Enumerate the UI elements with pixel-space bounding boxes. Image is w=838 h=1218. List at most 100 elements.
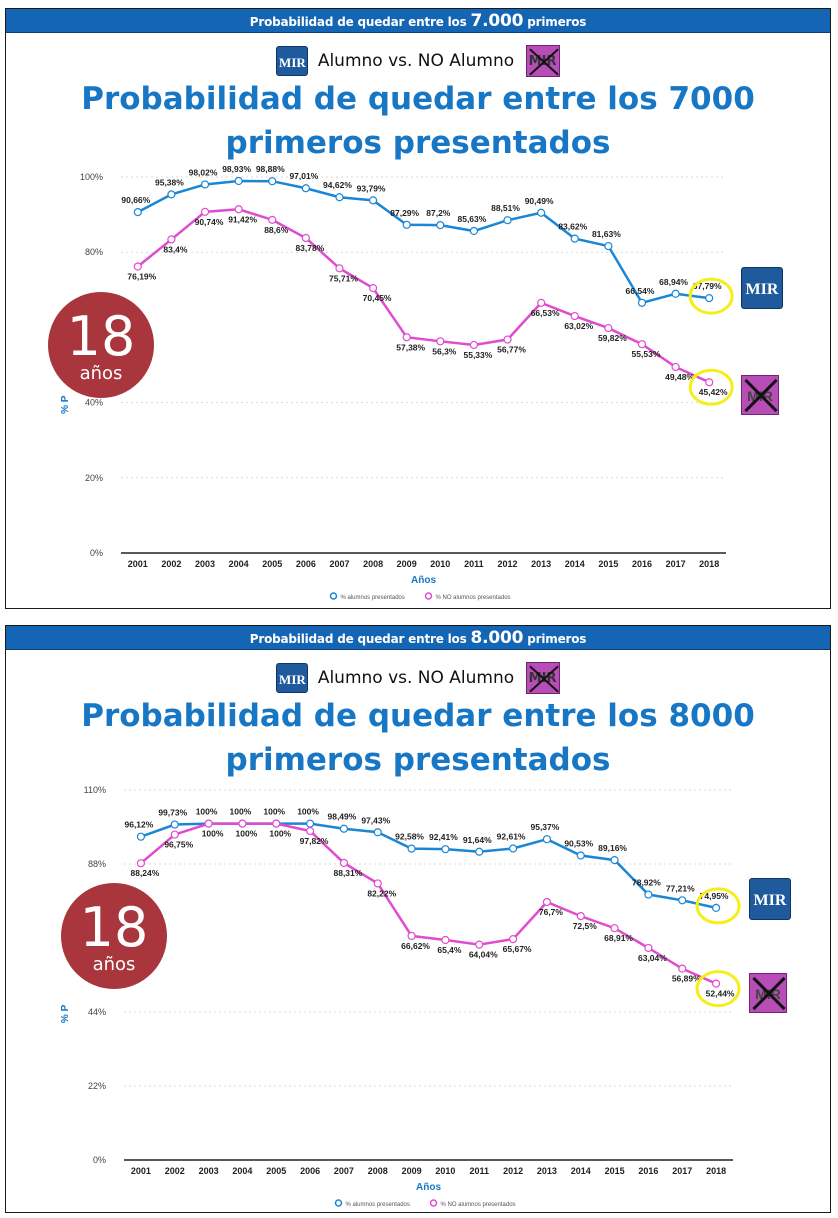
header-number: 8.000 xyxy=(470,628,524,648)
x-axis-label: Años xyxy=(411,575,436,586)
data-label: 91,42% xyxy=(228,214,257,224)
data-point xyxy=(335,264,344,273)
data-label: 45,42% xyxy=(699,387,728,397)
y-tick-label: 20% xyxy=(85,473,103,483)
data-label: 92,58% xyxy=(395,832,424,842)
data-point xyxy=(339,858,349,868)
header-suffix: primeros xyxy=(527,632,587,646)
highlight-circle xyxy=(688,277,734,315)
data-label: 87,2% xyxy=(426,208,451,218)
x-tick-label: 2016 xyxy=(632,559,652,569)
data-label: 97,43% xyxy=(361,815,390,825)
data-label: 100% xyxy=(202,829,224,839)
data-point xyxy=(576,851,585,860)
data-label: 66,62% xyxy=(401,941,430,951)
title-line-1: Probabilidad de quedar entre los 7000 xyxy=(81,81,755,117)
x-tick-label: 2018 xyxy=(699,559,719,569)
data-point xyxy=(644,943,653,953)
header-number: 7.000 xyxy=(470,11,524,31)
header-text: Probabilidad de quedar entre los xyxy=(249,632,467,646)
data-label: 63,02% xyxy=(564,321,593,331)
data-point xyxy=(537,298,546,307)
data-point xyxy=(268,177,277,186)
subtitle: Alumno vs. NO Alumno xyxy=(317,51,515,71)
data-point xyxy=(301,233,310,243)
data-point xyxy=(469,340,479,350)
data-label: 56,89% xyxy=(672,974,701,984)
curso-mir-side-logo: MIR xyxy=(749,878,791,920)
x-tick-label: 2003 xyxy=(195,559,215,569)
data-label: 97,82% xyxy=(300,836,329,846)
data-point xyxy=(200,207,210,216)
data-point xyxy=(170,830,179,839)
data-point xyxy=(610,855,619,865)
subtitle: Alumno vs. NO Alumno xyxy=(317,668,515,688)
no-mir-side-logo: MIR xyxy=(741,375,779,415)
x-tick-label: 2009 xyxy=(397,559,417,569)
data-label: 100% xyxy=(230,807,252,817)
legend-label: % alumnos presentados xyxy=(346,1202,410,1208)
data-point xyxy=(711,903,721,912)
data-point xyxy=(305,819,315,828)
chart-panel-8000: Probabilidad de quedar entre los 8.000 p… xyxy=(5,625,831,1213)
line-chart-8000: 0% 22% 44% 88% 110% % P 2001 2002 2003 2004 2005 20… xyxy=(60,785,741,1208)
data-label: 63,04% xyxy=(638,953,667,963)
data-label: 55,53% xyxy=(632,349,661,359)
data-point xyxy=(441,935,450,945)
legend-marker xyxy=(334,1199,343,1207)
data-point xyxy=(268,215,277,224)
x-tick-label: 2008 xyxy=(363,559,383,569)
data-point xyxy=(305,826,315,836)
x-tick-label: 2005 xyxy=(266,1166,286,1176)
x-tick-label: 2015 xyxy=(605,1166,625,1176)
x-tick-label: 2007 xyxy=(329,559,349,569)
data-label: 72,5% xyxy=(573,921,598,931)
data-point xyxy=(170,820,179,829)
data-point xyxy=(570,234,579,243)
x-tick-label: 2009 xyxy=(402,1166,422,1176)
y-tick-label: 0% xyxy=(90,548,103,558)
data-label: 49,48% xyxy=(665,372,694,382)
chart-title: Probabilidad de quedar entre los 8000 pr… xyxy=(6,694,830,782)
data-point xyxy=(133,208,142,217)
legend-marker xyxy=(429,1199,438,1207)
x-tick-label: 2001 xyxy=(128,559,148,569)
data-label: 85,63% xyxy=(457,214,486,224)
data-label: 91,64% xyxy=(463,835,492,845)
badge-number: 18 xyxy=(66,305,136,368)
data-label: 78,92% xyxy=(632,878,661,888)
data-point xyxy=(133,262,142,271)
data-label: 100% xyxy=(196,807,218,817)
data-point xyxy=(436,221,445,230)
y-tick-label: 0% xyxy=(93,1155,106,1165)
line-chart-7000: 0% 20% 40% 80% 100% % P 2001 2002 2003 2004 2005 20… xyxy=(60,165,734,601)
no-mir-crossed-logo: MIR xyxy=(525,45,560,77)
data-point xyxy=(610,924,619,933)
data-point xyxy=(234,176,243,186)
legend-marker xyxy=(329,592,338,600)
badge-number: 18 xyxy=(79,896,149,959)
data-label: 92,61% xyxy=(497,831,526,841)
data-point xyxy=(542,835,552,844)
x-tick-label: 2016 xyxy=(638,1166,658,1176)
data-point xyxy=(508,844,518,853)
data-label: 89,16% xyxy=(598,843,627,853)
data-point xyxy=(637,340,647,349)
data-label: 83,4% xyxy=(163,244,188,254)
data-label: 96,12% xyxy=(124,820,153,830)
y-axis-label: % P xyxy=(60,1004,71,1023)
x-tick-label: 2013 xyxy=(531,559,551,569)
data-point xyxy=(167,235,176,244)
data-label: 88,31% xyxy=(333,868,362,878)
no-mir-crossed-logo: MIR xyxy=(525,662,560,694)
data-point xyxy=(402,220,411,229)
subtitle-row: MIR Alumno vs. NO Alumno MIR xyxy=(6,662,830,694)
data-point xyxy=(503,335,512,344)
data-label: 88,6% xyxy=(264,225,289,235)
y-tick-label: 40% xyxy=(85,398,103,408)
data-point xyxy=(637,298,647,307)
data-label: 90,53% xyxy=(564,838,593,848)
data-point xyxy=(204,819,213,828)
data-point xyxy=(402,333,411,342)
panel-header: Probabilidad de quedar entre los 7.000 p… xyxy=(6,9,830,33)
